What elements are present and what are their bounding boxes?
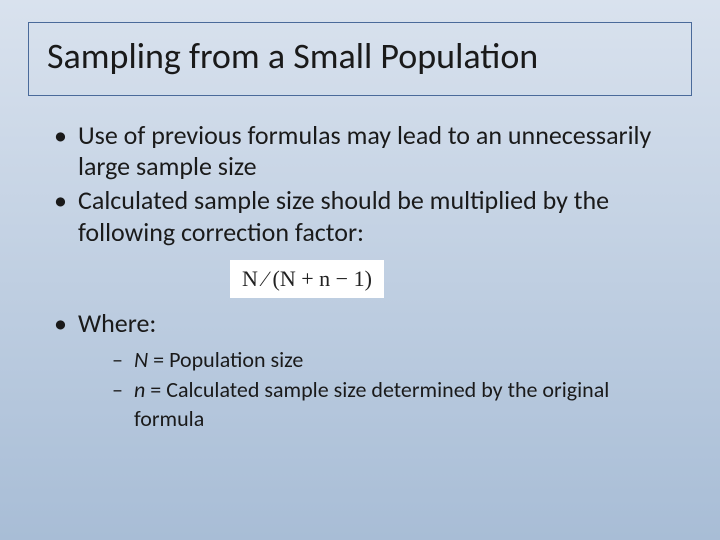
where-sub-list: N = Population size n = Calculated sampl…	[78, 346, 670, 432]
var-symbol: N	[134, 346, 148, 373]
where-text: Where:	[78, 307, 156, 339]
where-list: Where: N = Population size n = Calculate…	[50, 308, 670, 432]
var-desc: = Calculated sample size determined by t…	[134, 376, 609, 431]
bullet-item: Calculated sample size should be multipl…	[50, 185, 670, 248]
title-container: Sampling from a Small Population	[28, 22, 692, 96]
var-desc: = Population size	[148, 346, 303, 373]
formula: N ∕ (N + n − 1)	[230, 260, 384, 298]
where-item: N = Population size	[112, 346, 670, 374]
where-item: n = Calculated sample size determined by…	[112, 376, 670, 432]
where-label: Where: N = Population size n = Calculate…	[50, 308, 670, 432]
slide-title: Sampling from a Small Population	[47, 37, 673, 77]
main-bullet-list: Use of previous formulas may lead to an …	[50, 120, 670, 249]
content-area: Use of previous formulas may lead to an …	[0, 96, 720, 433]
bullet-item: Use of previous formulas may lead to an …	[50, 120, 670, 183]
var-symbol: n	[134, 376, 145, 403]
